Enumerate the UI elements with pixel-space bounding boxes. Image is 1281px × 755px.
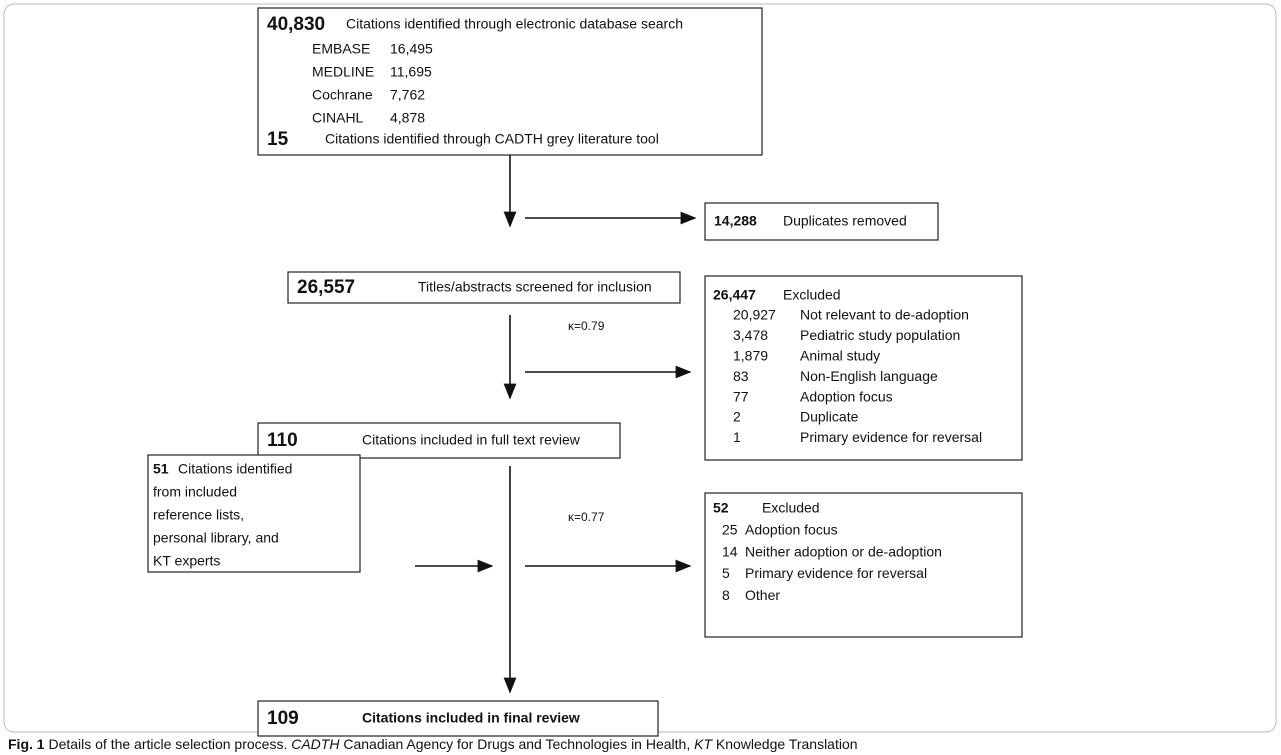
count: 14,288 [714, 213, 757, 229]
source-name: MEDLINE [312, 64, 374, 80]
line-text: personal library, and [153, 530, 279, 546]
reason-text: Duplicate [800, 409, 859, 425]
reason-count: 2 [733, 409, 741, 425]
count: 26,557 [297, 277, 355, 298]
source-count: 11,695 [390, 64, 432, 80]
reason-text: Not relevant to de-adoption [800, 307, 969, 323]
label: Citations identified through CADTH grey … [325, 131, 659, 147]
source-name: Cochrane [312, 87, 373, 103]
caption-label: Fig. 1 [8, 736, 45, 752]
line-text: Citations identified [178, 461, 292, 477]
count: 51 [153, 461, 169, 477]
label: Excluded [783, 287, 841, 303]
reason-count: 3,478 [733, 327, 768, 343]
line-text: KT experts [153, 553, 220, 569]
reason-text: Adoption focus [800, 388, 893, 404]
source-name: CINAHL [312, 110, 364, 126]
excluded-box [704, 275, 1023, 461]
reason-count: 83 [733, 368, 749, 384]
reason-count: 5 [722, 565, 730, 581]
reason-count: 20,927 [733, 307, 776, 323]
reason-count: 25 [722, 522, 738, 538]
line-text: reference lists, [153, 507, 244, 523]
label: Duplicates removed [783, 213, 907, 229]
reason-text: Pediatric study population [800, 327, 960, 343]
source-name: EMBASE [312, 41, 370, 57]
reason-text: Neither adoption or de-adoption [745, 543, 942, 559]
count: 109 [267, 708, 299, 729]
kappa: κ=0.77 [568, 510, 605, 524]
count: 52 [713, 500, 729, 516]
excluded-box [704, 492, 1023, 638]
kappa: κ=0.79 [568, 319, 605, 333]
full-text-box [257, 422, 621, 459]
caption-text: Canadian Agency for Drugs and Technologi… [343, 736, 690, 752]
line-text: from included [153, 484, 237, 500]
count: 26,447 [713, 287, 756, 303]
caption-abbr: CADTH [291, 736, 340, 752]
final-box [257, 700, 659, 737]
reason-text: Primary evidence for reversal [800, 429, 982, 445]
count: 40,830 [267, 14, 325, 35]
caption-abbr: KT [694, 736, 713, 752]
reason-text: Non-English language [800, 368, 938, 384]
screened-box [287, 271, 681, 304]
label: Citations included in final review [362, 710, 580, 726]
reason-count: 1,879 [733, 348, 768, 364]
identification-box [257, 7, 763, 156]
duplicates-box [704, 202, 939, 241]
label: Excluded [762, 500, 820, 516]
reason-text: Animal study [800, 348, 880, 364]
reason-count: 8 [722, 587, 730, 603]
reason-count: 77 [733, 388, 749, 404]
caption-text: Details of the article selection process… [48, 736, 287, 752]
reason-text: Other [745, 587, 780, 603]
label: Citations identified through electronic … [346, 16, 683, 32]
source-count: 4,878 [390, 110, 425, 126]
caption-text: Knowledge Translation [716, 736, 858, 752]
reason-count: 1 [733, 429, 741, 445]
source-count: 16,495 [390, 41, 433, 57]
count: 110 [267, 430, 298, 451]
additional-box [147, 454, 361, 573]
source-count: 7,762 [390, 87, 425, 103]
label: Titles/abstracts screened for inclusion [418, 279, 652, 295]
reason-text: Adoption focus [745, 522, 838, 538]
reason-text: Primary evidence for reversal [745, 565, 927, 581]
label: Citations included in full text review [362, 432, 581, 448]
reason-count: 14 [722, 543, 738, 559]
caption: Fig. 1 Details of the article selection … [8, 736, 858, 752]
count: 15 [267, 129, 289, 150]
